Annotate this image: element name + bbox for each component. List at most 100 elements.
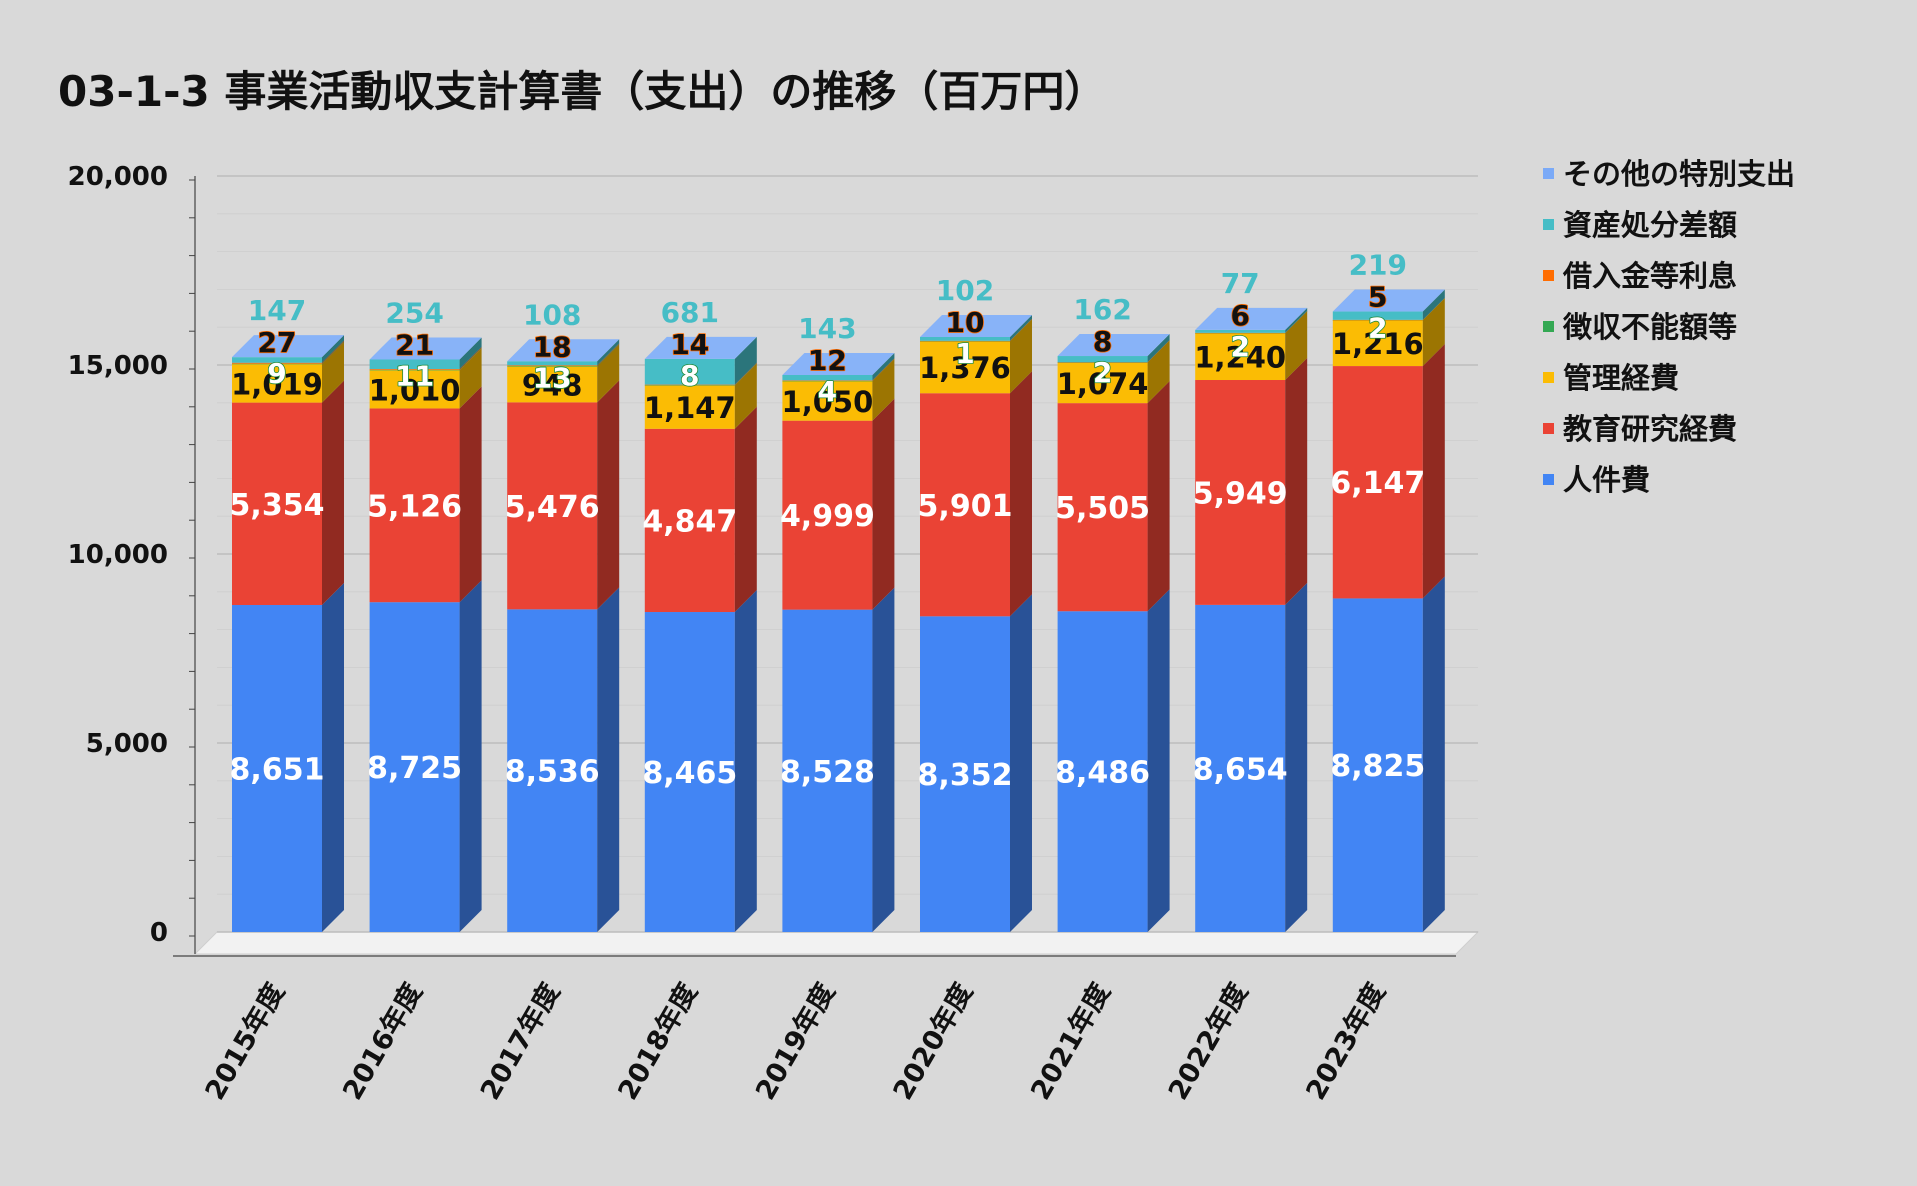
bar-side-資産処分差額 — [1147, 334, 1170, 363]
bar-side-管理経費 — [459, 348, 482, 409]
bar-segment-管理経費 — [1057, 362, 1148, 404]
bar-segment-人件費 — [782, 609, 873, 932]
bar-segment-管理経費 — [644, 385, 735, 429]
bar-side-借入金等利息 — [597, 343, 620, 367]
legend-label-資産処分差額: 資産処分差額 — [1563, 208, 1737, 242]
bar-segment-教育研究経費 — [782, 420, 873, 610]
bar-side-徴収不能額等 — [1285, 311, 1308, 334]
data-label-人件費: 8,825 — [1330, 749, 1425, 784]
legend-swatch-その他の特別支出 — [1543, 168, 1554, 179]
legend-label-教育研究経費: 教育研究経費 — [1563, 412, 1737, 446]
chart-title: 03-1-3 事業活動収支計算書（支出）の推移（百万円） — [58, 67, 1107, 116]
data-label-徴収不能額等: 11 — [395, 359, 434, 392]
bar-side-教育研究経費 — [459, 386, 482, 603]
bar-segment-教育研究経費 — [369, 408, 460, 603]
data-label-教育研究経費: 4,999 — [780, 499, 875, 534]
y-tick-label: 15,000 — [68, 351, 168, 381]
legend-swatch-資産処分差額 — [1543, 219, 1554, 230]
x-tick-label: 2016年度 — [336, 978, 428, 1106]
bar-segment-人件費 — [644, 612, 735, 932]
x-tick-label: 2017年度 — [474, 978, 566, 1106]
data-label-借入金等利息: 10 — [946, 306, 985, 339]
data-label-借入金等利息: 12 — [808, 344, 847, 377]
bar-segment-教育研究経費 — [232, 402, 322, 605]
data-label-徴収不能額等: 2 — [1093, 356, 1112, 389]
bar-side-人件費 — [1147, 589, 1170, 932]
bar-side-人件費 — [1422, 576, 1445, 932]
data-label-徴収不能額等: 4 — [818, 375, 837, 408]
bar-segment-人件費 — [507, 609, 598, 932]
bar-segment-借入金等利息 — [507, 365, 598, 367]
data-label-徴収不能額等: 13 — [533, 361, 572, 394]
bar-segment-資産処分差額 — [644, 358, 735, 385]
bar-segment-人件費 — [920, 616, 1010, 932]
data-label-教育研究経費: 5,476 — [505, 490, 600, 525]
bar-segment-管理経費 — [920, 341, 1010, 394]
bar-segment-借入金等利息 — [232, 362, 322, 364]
x-tick-label: 2021年度 — [1024, 978, 1116, 1106]
bar-side-教育研究経費 — [1285, 358, 1308, 605]
data-label-管理経費: 1,019 — [231, 367, 323, 401]
bar-side-人件費 — [322, 582, 344, 932]
data-label-教育研究経費: 4,847 — [642, 504, 737, 539]
bar-side-人件費 — [459, 580, 482, 932]
bar-side-借入金等利息 — [1147, 340, 1170, 363]
bar-segment-教育研究経費 — [644, 428, 735, 613]
bar-side-借入金等利息 — [1422, 297, 1445, 321]
chart-floor — [193, 931, 1480, 955]
bar-side-借入金等利息 — [459, 347, 482, 370]
data-label-徴収不能額等: 1 — [955, 337, 974, 370]
data-label-資産処分差額: 219 — [1349, 249, 1407, 282]
bar-segment-人件費 — [232, 604, 322, 932]
bar-top-face — [1332, 289, 1445, 312]
legend-swatch-人件費 — [1543, 474, 1554, 485]
bar-side-管理経費 — [734, 363, 757, 429]
data-label-徴収不能額等: 2 — [1368, 312, 1387, 345]
legend-label-借入金等利息: 借入金等利息 — [1562, 259, 1737, 293]
data-label-借入金等利息: 18 — [533, 330, 572, 363]
data-label-借入金等利息: 6 — [1230, 299, 1249, 332]
data-label-資産処分差額: 162 — [1073, 293, 1131, 326]
data-label-教育研究経費: 5,901 — [918, 489, 1013, 524]
data-label-管理経費: 1,010 — [369, 373, 461, 407]
x-tick-label: 2023年度 — [1300, 978, 1392, 1106]
data-label-管理経費: 1,147 — [644, 391, 736, 425]
y-tick-label: 0 — [150, 918, 168, 948]
bar-side-資産処分差額 — [459, 337, 482, 370]
legend-label-徴収不能額等: 徴収不能額等 — [1562, 310, 1737, 344]
bar-segment-資産処分差額 — [1057, 356, 1148, 363]
bar-side-徴収不能額等 — [459, 347, 482, 371]
data-label-人件費: 8,725 — [367, 751, 462, 786]
bar-side-徴収不能額等 — [1422, 298, 1445, 321]
bar-top-face — [782, 352, 895, 375]
bar-segment-資産処分差額 — [232, 357, 322, 363]
legend-swatch-徴収不能額等 — [1543, 321, 1554, 332]
bar-side-資産処分差額 — [322, 335, 344, 363]
bar-segment-借入金等利息 — [1057, 362, 1148, 363]
bar-side-人件費 — [1285, 582, 1308, 932]
bar-side-人件費 — [1010, 594, 1032, 932]
bar-segment-借入金等利息 — [920, 340, 1010, 342]
data-label-資産処分差額: 108 — [523, 298, 581, 331]
bar-segment-借入金等利息 — [644, 384, 735, 386]
data-label-人件費: 8,352 — [918, 758, 1013, 793]
data-label-管理経費: 1,216 — [1332, 327, 1424, 361]
bar-side-資産処分差額 — [1422, 289, 1445, 320]
x-tick-label: 2015年度 — [199, 978, 291, 1106]
bar-segment-徴収不能額等 — [507, 366, 598, 367]
bar-segment-徴収不能額等 — [782, 380, 873, 382]
bar-segment-徴収不能額等 — [1057, 362, 1148, 363]
bar-segment-教育研究経費 — [1332, 366, 1423, 599]
bar-side-管理経費 — [1147, 340, 1170, 404]
bar-side-教育研究経費 — [734, 406, 757, 613]
bar-side-徴収不能額等 — [1010, 319, 1032, 342]
bar-top-face — [232, 335, 344, 358]
bar-segment-資産処分差額 — [920, 336, 1010, 341]
bar-side-教育研究経費 — [1147, 381, 1170, 612]
bar-side-管理経費 — [597, 344, 620, 403]
